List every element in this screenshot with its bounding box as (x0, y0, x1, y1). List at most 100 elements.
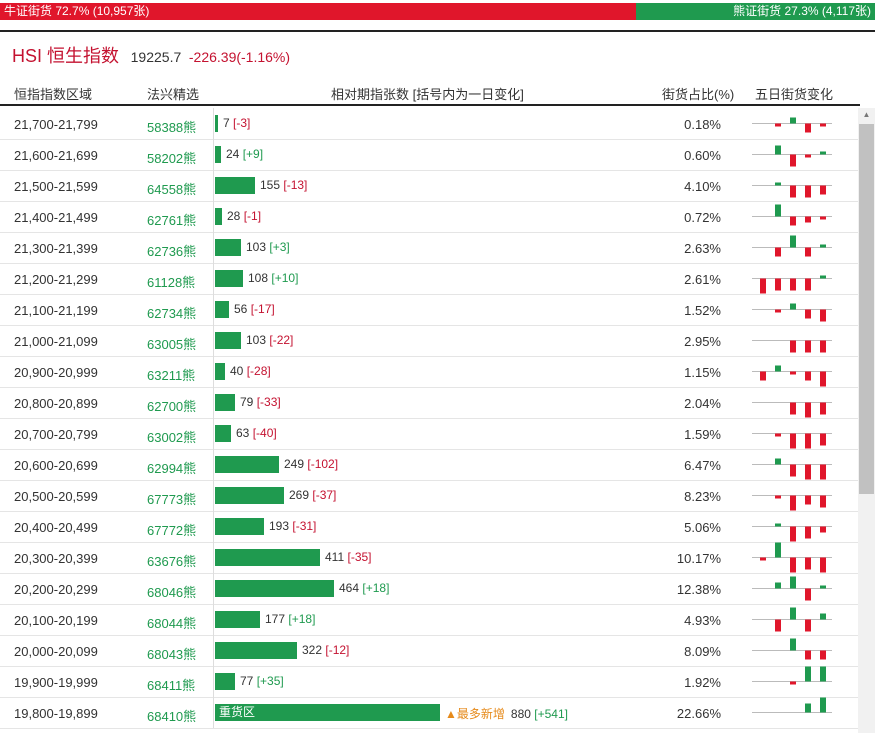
column-divider (213, 480, 214, 511)
sparkline-bar (790, 576, 796, 589)
five-day-sparkline (752, 182, 832, 198)
warrant-code-link[interactable]: 68043熊 (147, 647, 197, 662)
column-divider (213, 418, 214, 449)
sparkline-bar (790, 216, 796, 226)
warrant-code-link[interactable]: 63211熊 (147, 368, 196, 383)
sparkline-bar (790, 526, 796, 542)
warrant-code-link[interactable]: 58202熊 (147, 151, 197, 166)
warrant-code-link[interactable]: 62700熊 (147, 399, 197, 414)
sparkline-bar (820, 697, 826, 713)
count-text: 411 [-35] (325, 550, 372, 564)
column-divider (213, 108, 214, 139)
column-divider (213, 356, 214, 387)
sparkline-bar (790, 464, 796, 477)
range-cell: 21,700-21,799 (14, 117, 98, 132)
sparkline-bar (775, 204, 781, 217)
street-share-cell: 12.38% (676, 582, 721, 597)
count-value: 322 (302, 643, 323, 657)
street-share-cell: 4.93% (684, 613, 721, 628)
sparkline-bar (805, 526, 811, 539)
sparkline-bar (820, 526, 826, 533)
index-name[interactable]: HSI 恒生指数 (12, 46, 120, 66)
scrollbar-thumb[interactable] (859, 124, 874, 494)
warrant-code-link[interactable]: 68411熊 (147, 678, 196, 693)
table-row: 21,000-21,099 63005熊 103 [-22] 2.95% (0, 325, 858, 357)
street-share-cell: 1.59% (684, 427, 721, 442)
sparkline-bar (790, 557, 796, 573)
range-cell: 21,500-21,599 (14, 179, 98, 194)
count-bar (215, 363, 225, 380)
five-day-sparkline (752, 117, 832, 133)
warrant-code-link[interactable]: 68044熊 (147, 616, 197, 631)
table-row: 20,600-20,699 62994熊 249 [-102] 6.47% (0, 449, 858, 481)
street-share-cell: 0.72% (684, 210, 721, 225)
warrant-code-link[interactable]: 64558熊 (147, 182, 197, 197)
five-day-sparkline (752, 275, 832, 294)
col-share: 街货占比(%) (662, 87, 735, 102)
daily-change: [-31] (292, 519, 317, 533)
table-row: 21,100-21,199 62734熊 56 [-17] 1.52% (0, 294, 858, 326)
street-share-cell: 2.61% (684, 272, 721, 287)
count-text: 79 [-33] (240, 395, 281, 409)
table-row: 20,300-20,399 63676熊 411 [-35] 10.17% (0, 542, 858, 574)
warrant-code-link[interactable]: 63002熊 (147, 430, 197, 445)
street-share-cell: 2.95% (684, 334, 721, 349)
count-value: 103 (246, 240, 267, 254)
sparkline-bar (805, 619, 811, 632)
sparkline-bar (820, 557, 826, 573)
count-value: 880 (510, 707, 531, 721)
daily-change: [-13] (283, 178, 308, 192)
warrant-code-link[interactable]: 62736熊 (147, 244, 197, 259)
sparkline-bar (805, 278, 811, 291)
warrant-code-link[interactable]: 67773熊 (147, 492, 197, 507)
range-cell: 21,100-21,199 (14, 303, 98, 318)
street-share-cell: 4.10% (684, 179, 721, 194)
sparkline-bar (820, 216, 826, 220)
sparkline-bar (820, 666, 826, 682)
five-day-sparkline (752, 340, 832, 353)
daily-change: [+18] (288, 612, 316, 626)
daily-change: [-35] (347, 550, 372, 564)
count-bar (215, 394, 235, 411)
warrant-code-link[interactable]: 62734熊 (147, 306, 197, 321)
sparkline-bar (805, 650, 811, 660)
five-day-sparkline (752, 638, 832, 660)
warrant-code-link[interactable]: 68410熊 (147, 709, 197, 724)
warrant-code-link[interactable]: 63676熊 (147, 554, 197, 569)
range-cell: 20,600-20,699 (14, 458, 98, 473)
column-divider (213, 542, 214, 573)
sparkline-bar (805, 309, 811, 319)
sparkline-bar (790, 681, 796, 685)
count-value: 108 (248, 271, 269, 285)
table-row: 21,600-21,699 58202熊 24 [+9] 0.60% (0, 139, 858, 171)
warrant-code-link[interactable]: 62994熊 (147, 461, 197, 476)
triangle-up-icon[interactable]: ▲ (862, 110, 871, 119)
sparkline-bar (820, 371, 826, 387)
sparkline-bar (790, 185, 796, 198)
count-text: 103 [-22] (246, 333, 293, 347)
daily-change: [-3] (233, 116, 251, 130)
warrant-code-link[interactable]: 67772熊 (147, 523, 197, 538)
range-cell: 21,400-21,499 (14, 210, 98, 225)
warrant-code-link[interactable]: 63005熊 (147, 337, 197, 352)
table-row: 20,100-20,199 68044熊 177 [+18] 4.93% (0, 604, 858, 636)
column-divider (213, 666, 214, 697)
divider (0, 30, 875, 32)
sparkline-bar (820, 495, 826, 508)
count-text: 177 [+18] (265, 612, 315, 626)
sparkline-bar (820, 402, 826, 415)
scrollbar[interactable]: ▲ (858, 108, 875, 733)
warrant-code-link[interactable]: 58388熊 (147, 120, 197, 135)
warrant-code-link[interactable]: 61128熊 (147, 275, 196, 290)
table-row: 20,800-20,899 62700熊 79 [-33] 2.04% (0, 387, 858, 419)
count-text: 103 [+3] (246, 240, 290, 254)
count-bar (215, 146, 221, 163)
street-share-cell: 1.92% (684, 675, 721, 690)
count-text: 464 [+18] (339, 581, 389, 595)
sparkline-bar (775, 182, 781, 186)
warrant-code-link[interactable]: 68046熊 (147, 585, 197, 600)
five-day-sparkline (752, 523, 832, 542)
sparkline-bar (790, 433, 796, 449)
warrant-code-link[interactable]: 62761熊 (147, 213, 197, 228)
five-day-sparkline (752, 145, 832, 167)
